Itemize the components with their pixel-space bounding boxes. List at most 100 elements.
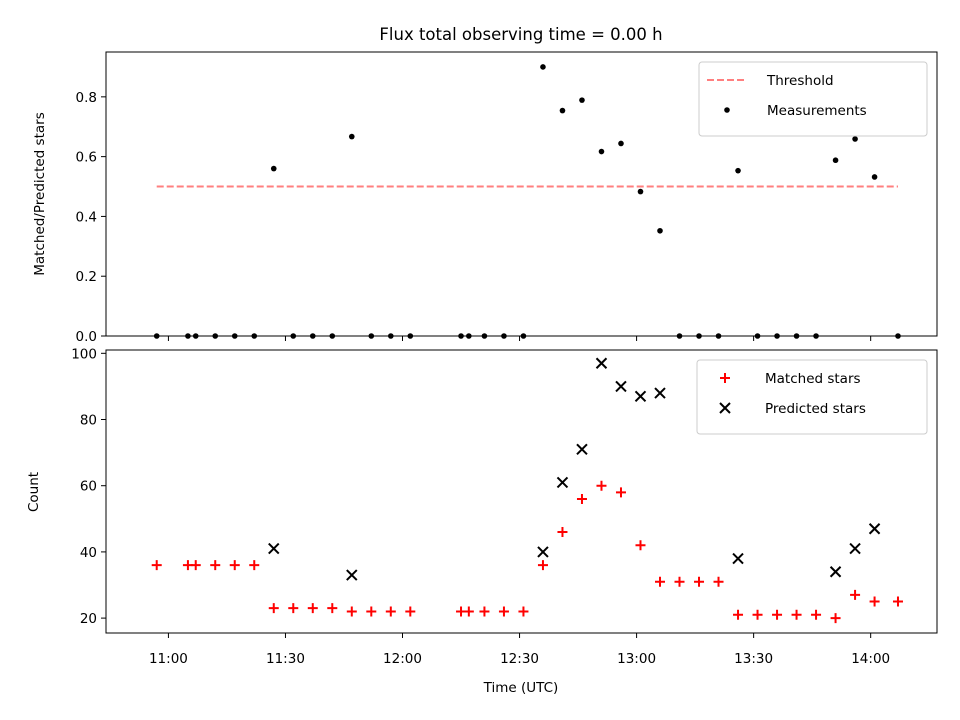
matched-star-point	[498, 606, 509, 617]
legend-label: Threshold	[766, 73, 834, 89]
measurement-point	[192, 333, 199, 339]
x-tick-label: 12:30	[500, 651, 539, 667]
matched-star-point	[694, 576, 705, 587]
bottom-y-tick-label: 40	[80, 545, 97, 561]
matched-star-point	[463, 606, 474, 617]
matched-star-point	[151, 560, 162, 571]
matched-star-point	[479, 606, 490, 617]
matched-star-point	[229, 560, 240, 571]
measurement-point	[212, 333, 219, 339]
matched-star-point	[615, 487, 626, 498]
predicted-star-point	[595, 357, 608, 369]
matched-star-point	[830, 613, 841, 624]
matched-star-point	[385, 606, 396, 617]
measurement-point	[657, 227, 663, 234]
measurement-point	[290, 333, 297, 339]
measurement-point	[832, 157, 839, 164]
matched-star-point	[518, 606, 529, 617]
matched-star-point	[655, 576, 665, 587]
measurement-point	[637, 188, 644, 195]
matched-star-point	[811, 609, 822, 620]
top-y-tick-label: 0.8	[76, 90, 97, 106]
top-y-tick-label: 0.2	[76, 269, 97, 285]
matched-star-point	[713, 576, 724, 587]
matched-star-point	[772, 609, 783, 620]
legend-matched-swatch	[720, 373, 730, 383]
matched-star-point	[596, 480, 607, 491]
matched-star-point	[557, 527, 568, 538]
measurement-point	[579, 97, 585, 103]
measurement-point	[598, 148, 605, 155]
predicted-star-point	[732, 552, 744, 565]
matched-star-point	[288, 603, 299, 614]
predicted-star-point	[268, 542, 280, 555]
legend-label: Matched stars	[765, 371, 861, 387]
predicted-star-point	[537, 546, 549, 558]
predicted-star-point	[654, 387, 666, 399]
matched-star-point	[405, 606, 416, 617]
matched-star-point	[366, 606, 377, 617]
measurement-point	[407, 333, 414, 339]
top-y-tick-label: 0.4	[76, 209, 97, 225]
bottom-y-tick-label: 80	[80, 413, 97, 429]
predicted-star-point	[346, 569, 358, 581]
measurement-point	[754, 333, 761, 339]
top-legend-box	[698, 61, 928, 137]
ratio-panel: 0.0 0.2 0.4 0.6 0.8 Threshold Measurements	[76, 51, 938, 345]
bottom-y-axis-label: Count	[26, 472, 42, 512]
measurement-point	[813, 333, 819, 339]
x-tick-label: 11:00	[149, 651, 188, 667]
measurement-point	[309, 333, 316, 339]
measurement-point	[793, 333, 800, 339]
x-axis-label: Time (UTC)	[483, 680, 559, 696]
measurement-point	[540, 64, 546, 70]
matched-star-point	[346, 606, 357, 617]
measurement-point	[153, 333, 160, 339]
measurement-point	[329, 333, 336, 339]
matched-star-point	[674, 576, 685, 587]
measurement-point	[481, 333, 488, 339]
top-legend: Threshold Measurements	[698, 61, 928, 137]
matched-star-point	[190, 560, 201, 571]
measurement-point	[852, 136, 858, 142]
bottom-y-tick-label: 60	[80, 479, 97, 495]
legend-label: Measurements	[767, 103, 867, 119]
measurement-point	[715, 333, 722, 339]
matched-star-point	[752, 609, 763, 620]
measurement-point	[895, 333, 901, 339]
top-y-tick-label: 0.0	[76, 329, 97, 345]
x-tick-label: 11:30	[266, 651, 305, 667]
measurement-point	[501, 333, 507, 339]
predicted-star-point	[615, 380, 627, 393]
measurement-point	[388, 333, 394, 339]
matched-star-point	[892, 596, 903, 607]
measurement-point	[231, 333, 238, 339]
measurement-point	[735, 167, 741, 174]
x-tick-label: 13:00	[617, 651, 656, 667]
matched-star-point	[249, 560, 260, 571]
predicted-star-point	[849, 542, 861, 555]
measurement-point	[618, 140, 624, 147]
predicted-star-point	[829, 566, 842, 578]
matched-star-point	[268, 603, 279, 614]
predicted-star-point	[576, 443, 588, 456]
legend-predicted-swatch	[719, 402, 731, 414]
matched-star-point	[210, 560, 221, 571]
measurement-point	[458, 333, 464, 339]
bottom-legend-box	[696, 359, 928, 435]
x-tick-label: 13:30	[734, 651, 773, 667]
predicted-star-point	[634, 390, 647, 403]
predicted-star-point	[556, 476, 569, 489]
matched-star-point	[327, 603, 338, 614]
matched-star-point	[733, 609, 744, 620]
top-y-tick-label: 0.6	[76, 150, 97, 166]
matched-star-point	[635, 540, 646, 551]
measurement-point	[368, 333, 375, 339]
x-tick-label: 14:00	[851, 651, 890, 667]
bottom-legend: Matched stars Predicted stars	[696, 359, 928, 435]
matched-star-point	[850, 589, 861, 600]
legend-label: Predicted stars	[765, 401, 866, 417]
measurement-point	[185, 333, 191, 339]
measurement-point	[559, 107, 566, 114]
